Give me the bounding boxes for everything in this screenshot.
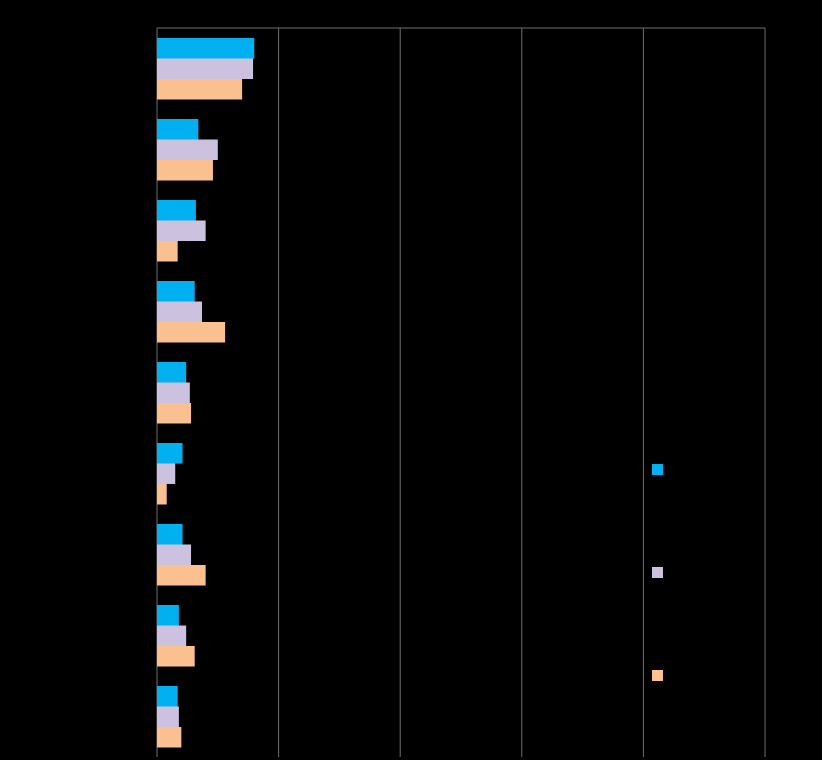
bar — [157, 565, 206, 586]
bar — [157, 362, 187, 383]
bar — [157, 706, 179, 727]
legend-swatch — [652, 567, 663, 578]
bar — [157, 301, 202, 322]
bar — [157, 58, 254, 79]
bar — [157, 443, 183, 464]
bar — [157, 544, 192, 565]
bar — [157, 686, 178, 707]
bar — [157, 463, 176, 484]
legend-swatch — [652, 670, 663, 681]
legend — [652, 464, 663, 681]
bar — [157, 281, 195, 302]
legend-swatch — [652, 464, 663, 475]
bars — [157, 38, 255, 748]
bar — [157, 646, 195, 667]
bar — [157, 625, 187, 646]
bar — [157, 322, 226, 343]
bar — [157, 139, 218, 160]
gridlines — [156, 27, 766, 757]
bar — [157, 382, 190, 403]
bar — [157, 484, 167, 505]
bar — [157, 160, 213, 181]
bar — [157, 79, 243, 100]
bar — [157, 38, 255, 59]
bar — [157, 220, 206, 241]
bar — [157, 403, 192, 424]
bar — [157, 119, 199, 140]
bar — [157, 727, 182, 748]
bar — [157, 200, 196, 221]
bar — [157, 524, 183, 545]
bar — [157, 241, 178, 262]
bar — [157, 605, 179, 626]
